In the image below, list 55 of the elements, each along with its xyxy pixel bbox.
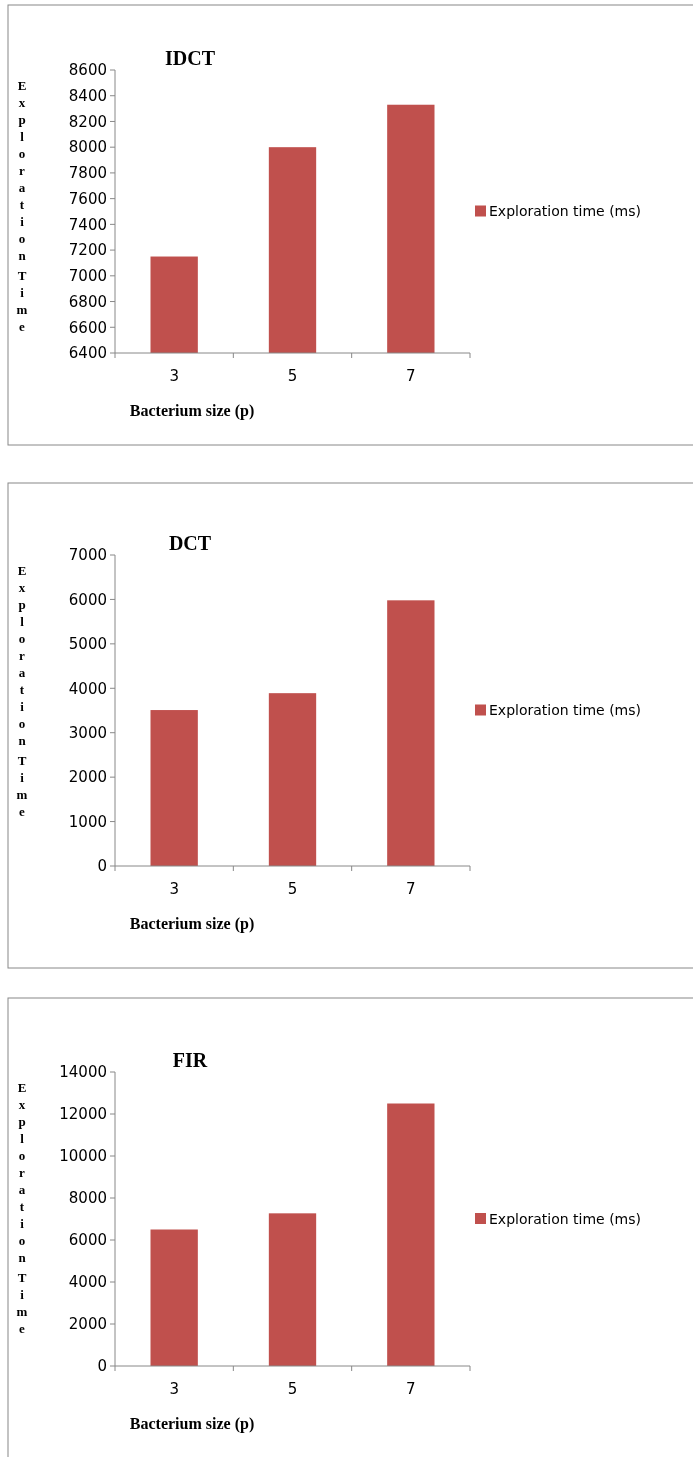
y-tick-label: 7800	[68, 164, 107, 183]
y-tick-label: 2000	[68, 768, 107, 787]
text: Exploration Time	[16, 1080, 28, 1336]
x-axis-title: Bacterium size (p)	[129, 402, 255, 420]
x-axis-title: Bacterium size (p)	[129, 1415, 255, 1433]
y-tick-label: 6000	[68, 1231, 107, 1250]
chart-title: IDCT	[164, 47, 216, 69]
x-tick-label: 7	[406, 367, 416, 385]
x-tick-label: 7	[406, 880, 416, 898]
y-tick-label: 7000	[68, 546, 107, 565]
y-tick-label: 5000	[68, 635, 107, 654]
y-tick-label: 6600	[68, 318, 107, 337]
y-tick-label: 4000	[68, 1273, 107, 1292]
x-tick-label: 3	[169, 1380, 179, 1398]
legend-label: Exploration time (ms)	[489, 203, 642, 220]
bar	[268, 693, 317, 866]
chart-title: FIR	[172, 1049, 208, 1071]
y-tick-label: 2000	[68, 1315, 107, 1334]
bar	[387, 1103, 435, 1366]
y-tick-label: 7600	[68, 189, 107, 208]
bar	[150, 710, 198, 866]
y-tick-label: 4000	[68, 679, 107, 698]
bar	[150, 1229, 198, 1366]
y-tick-label: 3000	[68, 723, 107, 742]
legend-label: Exploration time (ms)	[489, 1210, 642, 1227]
x-tick-label: 5	[287, 1380, 298, 1398]
chart-title: DCT	[168, 532, 212, 554]
y-tick-label: 7000	[68, 267, 107, 286]
bar	[387, 600, 435, 866]
y-tick-label: 0	[97, 857, 107, 876]
bar	[268, 1213, 317, 1366]
x-tick-label: 5	[287, 367, 298, 385]
y-tick-label: 8600	[68, 61, 107, 80]
y-tick-label: 6800	[68, 292, 107, 311]
y-tick-label: 6400	[68, 344, 107, 363]
y-tick-label: 14000	[59, 1063, 107, 1082]
x-axis-title: Bacterium size (p)	[129, 915, 255, 933]
y-tick-label: 8000	[68, 138, 107, 157]
y-tick-label: 8000	[68, 1189, 107, 1208]
text: Exploration Time	[16, 78, 28, 334]
y-tick-label: 7200	[68, 241, 107, 260]
y-tick-label: 12000	[59, 1105, 107, 1124]
y-tick-label: 0	[97, 1357, 107, 1376]
y-tick-label: 1000	[68, 812, 107, 831]
x-tick-label: 5	[287, 880, 298, 898]
text: Exploration Time	[16, 563, 28, 819]
x-tick-label: 7	[406, 1380, 416, 1398]
x-tick-label: 3	[169, 367, 179, 385]
y-tick-label: 10000	[59, 1147, 107, 1166]
y-tick-label: 8200	[68, 112, 107, 131]
legend-label: Exploration time (ms)	[489, 702, 642, 719]
x-tick-label: 3	[169, 880, 179, 898]
y-tick-label: 6000	[68, 590, 107, 609]
y-tick-label: 7400	[68, 215, 107, 234]
y-tick-label: 8400	[68, 86, 107, 105]
